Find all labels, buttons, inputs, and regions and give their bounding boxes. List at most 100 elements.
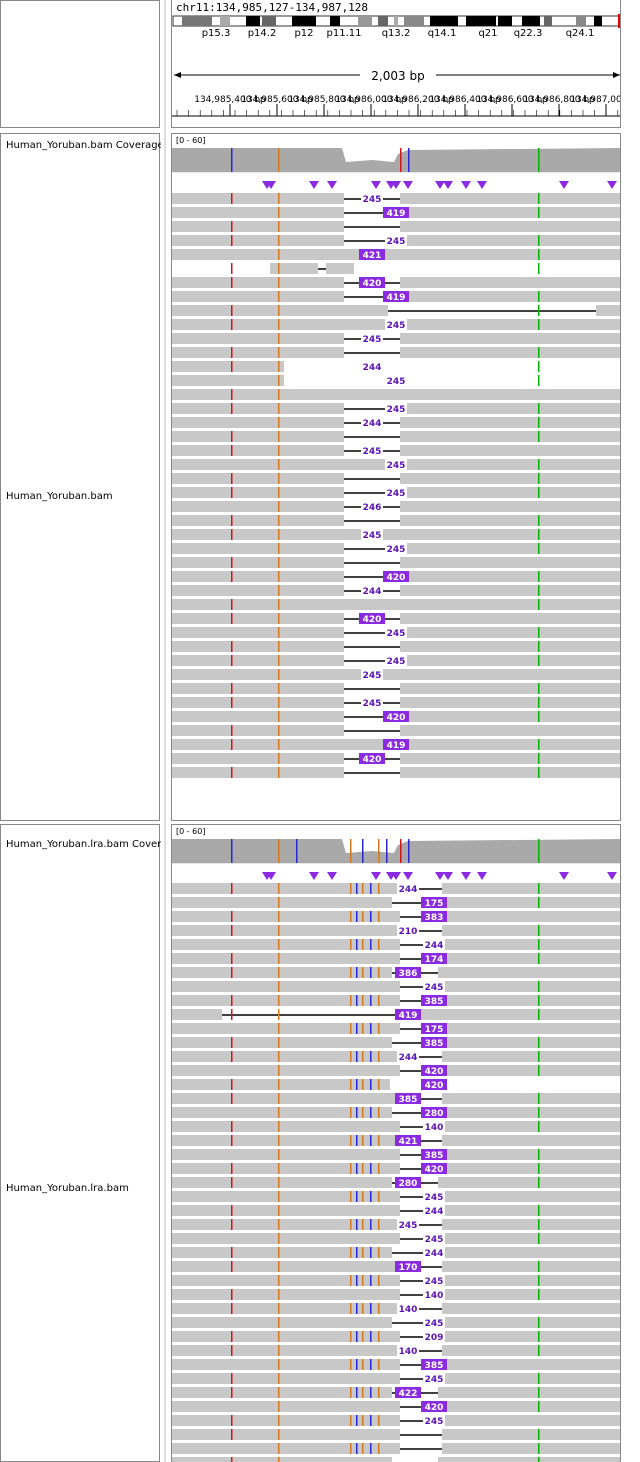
panel2-mismatch	[370, 1051, 372, 1062]
panel2-insertion-box	[421, 1107, 447, 1118]
ruler-tick-label: 134,986,600 bp	[476, 95, 548, 105]
panel2-insertion-box	[421, 1065, 447, 1076]
panel2-mismatch	[350, 1023, 352, 1034]
divider[interactable]	[164, 0, 166, 1462]
panel1-insertion-box	[359, 249, 385, 260]
panel2-coverage-area	[172, 839, 620, 863]
panel2-coverage-mismatch	[378, 839, 380, 863]
panel1-insertion-marker	[435, 181, 445, 189]
panel2-mismatch	[278, 1051, 280, 1062]
panel1-read	[400, 431, 620, 442]
panel1-read-row: 419	[172, 207, 620, 219]
panel2-read-row	[172, 1429, 620, 1440]
panel2-read-row: 140	[172, 1303, 620, 1315]
panel2-alignment-track-label[interactable]: Human_Yoruban.lra.bam	[6, 1183, 129, 1194]
panel2-mismatch	[231, 1051, 233, 1062]
panel1-read-row: 245	[172, 445, 620, 457]
panel1-read-row: 420	[172, 277, 620, 289]
panel2-insertion-label: 280	[399, 1179, 418, 1189]
panel2-label-bg	[423, 939, 445, 950]
panel2-insertion-box	[421, 1023, 447, 1034]
ideogram-band	[522, 16, 540, 26]
panel2-read-row: 385	[172, 1149, 620, 1161]
panel2-mismatch	[356, 1219, 358, 1230]
ideogram-ruler-svg[interactable]: p15.3 p14.2 p12 p11.11 q13.2 q14.1 q21 q22.3 q24…	[172, 0, 621, 128]
panel2-mismatch	[231, 1345, 233, 1356]
panel2-mismatch	[356, 911, 358, 922]
panel1-read-row	[172, 725, 620, 736]
panel1-read-row: 420	[172, 753, 620, 765]
panel2-insertion-label: 170	[399, 1263, 418, 1273]
panel1-mismatch	[278, 585, 280, 596]
panel1-read	[172, 249, 620, 260]
panel1-coverage-track-label[interactable]: Human_Yoruban.bam Coverage	[6, 140, 161, 151]
panel1-mismatch	[538, 529, 540, 540]
panel2-data[interactable]: [0 - 60] 244 175 383 210 244 174 386 245 385 419 17…	[171, 824, 621, 1462]
panel2-read-row: 170	[172, 1261, 620, 1273]
panel2-mismatch	[378, 1163, 380, 1174]
panel2-read-row: 245	[172, 981, 620, 993]
ruler-tick-label: 134,986,200 bp	[382, 95, 454, 105]
panel2-mismatch	[370, 1023, 372, 1034]
panel1-read	[172, 725, 344, 736]
panel2-read	[442, 883, 620, 894]
panel2-read-row: 244	[172, 1247, 620, 1259]
panel2-label-bg	[423, 1233, 445, 1244]
panel1-insertion-box	[383, 291, 409, 302]
panel1-data[interactable]: [0 - 60] 245 419 245 421 420 419 245 245 244 245 24…	[171, 133, 621, 821]
panel1-read	[172, 529, 620, 540]
panel2-insertion-marker	[266, 872, 276, 880]
panel2-label-bg	[423, 1247, 445, 1258]
panel2-mismatch	[278, 1443, 280, 1454]
panel2-mismatch	[231, 1079, 233, 1090]
panel2-mismatch	[350, 883, 352, 894]
panel2-mismatch	[538, 1261, 540, 1272]
panel2-insertion-box	[395, 1009, 421, 1020]
panel2-mismatch	[278, 1233, 280, 1244]
panel1-read-row	[172, 599, 620, 610]
ideogram-band	[292, 16, 316, 26]
panel2-deletion-label: 210	[399, 927, 418, 937]
panel2-read	[172, 1387, 392, 1398]
panel2-insertion-label: 386	[399, 969, 418, 979]
panel1-read	[172, 599, 620, 610]
panel2-mismatch	[378, 1135, 380, 1146]
panel2-mismatch	[538, 1093, 540, 1104]
panel2-mismatch	[362, 967, 364, 978]
panel1-mismatch	[231, 515, 233, 526]
panel2-mismatch	[370, 939, 372, 950]
panel2-mismatch	[350, 939, 352, 950]
panel2-read	[442, 1191, 620, 1202]
panel2-mismatch	[538, 925, 540, 936]
panel1-read	[172, 767, 344, 778]
band-label: q24.1	[566, 28, 595, 39]
panel1-label-bg	[385, 459, 407, 470]
panel2-read	[420, 1009, 620, 1020]
panel1-insertion-box	[383, 207, 409, 218]
panel1-deletion-label: 245	[363, 195, 382, 205]
panel2-insertion-label: 385	[399, 1095, 418, 1105]
panel1-read	[172, 627, 344, 638]
panel1-read	[400, 277, 620, 288]
panel1-coverage-mismatch	[231, 148, 233, 172]
panel1-mismatch	[538, 543, 540, 554]
panel1-mismatch	[231, 529, 233, 540]
panel1-read-row: 245	[172, 487, 620, 499]
panel2-read	[172, 1093, 400, 1104]
panel1-read	[172, 417, 344, 428]
panel1-read-row: 419	[172, 291, 620, 303]
panel2-read-row: 422	[172, 1387, 620, 1399]
panel2-coverage-track-label[interactable]: Human_Yoruban.lra.bam Coverage	[6, 839, 161, 850]
panel2-coverage-mismatch	[408, 839, 410, 863]
panel2-read	[172, 1345, 400, 1356]
panel1-tracks-svg[interactable]: [0 - 60] 245 419 245 421 420 419 245 245 244 245 24…	[172, 134, 621, 821]
band-label: q14.1	[428, 28, 457, 39]
panel2-insertion-box	[421, 1401, 447, 1412]
panel2-mismatch	[350, 1331, 352, 1342]
panel2-read	[438, 1387, 620, 1398]
panel2-mismatch	[378, 1359, 380, 1370]
panel1-mismatch	[278, 459, 280, 470]
panel1-alignment-track-label[interactable]: Human_Yoruban.bam	[6, 491, 113, 502]
panel2-tracks-svg[interactable]: [0 - 60] 244 175 383 210 244 174 386 245 385 419 17…	[172, 825, 621, 1462]
panel2-mismatch	[278, 1261, 280, 1272]
